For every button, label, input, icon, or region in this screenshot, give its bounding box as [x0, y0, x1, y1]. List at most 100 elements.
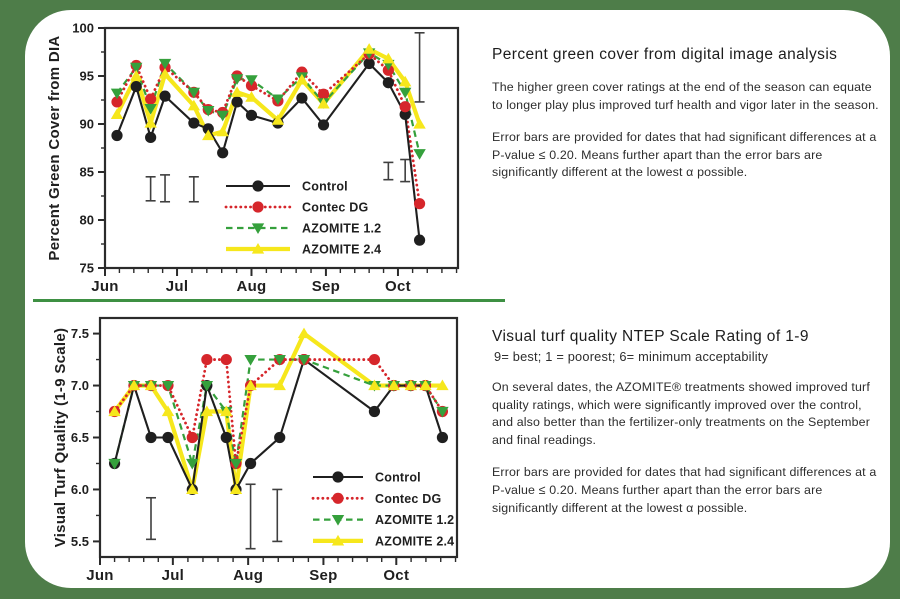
- marker-control: [202, 123, 214, 135]
- x-month-label: Jun: [86, 567, 114, 584]
- marker-contec-dg: [220, 353, 232, 366]
- series-line-contec-dg: [113, 358, 444, 464]
- marker-azomite-2.4: [187, 99, 201, 111]
- marker-control: [399, 108, 411, 120]
- legend-label-contec-dg: Contec DG: [375, 492, 441, 506]
- marker-contec-dg: [317, 88, 330, 100]
- marker-azomite-1.2: [158, 58, 172, 70]
- legend-marker-contec-dg: [252, 201, 264, 213]
- marker-azomite-2.4: [127, 379, 141, 391]
- marker-azomite-2.4: [220, 405, 233, 417]
- marker-contec-dg: [413, 198, 426, 210]
- marker-azomite-2.4: [436, 379, 449, 391]
- marker-azomite-2.4: [230, 86, 244, 97]
- y-tick-label: 7.0: [71, 378, 89, 393]
- error-bar: [146, 496, 156, 541]
- legend-label-azomite-2.4: AZOMITE 2.4: [375, 534, 454, 548]
- top-paragraph-2: Error bars are provided for dates that h…: [492, 130, 877, 180]
- y-tick-label: 100: [72, 21, 94, 36]
- marker-control: [145, 431, 157, 444]
- marker-control: [413, 234, 426, 246]
- legend-label-azomite-1.2: AZOMITE 1.2: [375, 513, 454, 527]
- marker-control: [244, 457, 257, 470]
- marker-azomite-1.2: [187, 87, 201, 99]
- marker-azomite-2.4: [110, 108, 124, 119]
- marker-control: [317, 119, 330, 131]
- marker-azomite-2.4: [295, 73, 309, 85]
- marker-azomite-1.2: [202, 105, 215, 117]
- marker-azomite-2.4: [368, 379, 381, 391]
- legend-marker-azomite-1.2: [331, 515, 345, 526]
- marker-azomite-2.4: [398, 75, 412, 87]
- y-tick-label: 75: [80, 261, 94, 276]
- marker-contec-dg: [111, 96, 123, 108]
- error-bar: [400, 158, 411, 183]
- top-paragraph-1: The higher green cover ratings at the en…: [492, 80, 879, 112]
- marker-azomite-2.4: [362, 43, 376, 54]
- marker-azomite-1.2: [186, 458, 199, 470]
- marker-azomite-2.4: [130, 70, 143, 81]
- y-tick-label: 6.0: [71, 482, 89, 497]
- marker-contec-dg: [399, 101, 411, 113]
- content-card: 75 80 85 90 95 100 Jun Jul Aug Sep Oct Percent Gree…: [25, 10, 890, 588]
- y-tick-label: 5.5: [71, 534, 89, 549]
- marker-control: [162, 431, 174, 444]
- section-divider: [33, 299, 505, 302]
- marker-azomite-1.2: [398, 87, 412, 99]
- legend-label-control: Control: [302, 180, 348, 194]
- marker-azomite-2.4: [245, 91, 258, 102]
- x-month-label: Jul: [162, 567, 185, 584]
- error-bar: [245, 483, 256, 550]
- marker-control: [436, 431, 449, 444]
- marker-control: [245, 109, 258, 121]
- y-axis-title: Percent Green Cover from DIA: [46, 35, 63, 260]
- marker-azomite-2.4: [108, 405, 121, 417]
- marker-azomite-2.4: [382, 52, 395, 64]
- x-month-label: Aug: [236, 278, 266, 295]
- percent-green-cover-chart: 75 80 85 90 95 100 Jun Jul Aug Sep Oct Percent Gree…: [46, 21, 460, 295]
- x-month-label: Sep: [309, 567, 337, 584]
- marker-azomite-2.4: [186, 483, 199, 495]
- marker-azomite-1.2: [273, 354, 286, 366]
- error-bar: [272, 488, 283, 543]
- marker-azomite-2.4: [244, 379, 257, 391]
- marker-contec-dg: [186, 431, 198, 444]
- y-tick-label: 85: [80, 165, 94, 180]
- marker-control: [217, 147, 229, 159]
- legend-label-azomite-1.2: AZOMITE 1.2: [302, 222, 381, 236]
- marker-azomite-2.4: [297, 327, 311, 339]
- x-month-label: Sep: [312, 278, 340, 295]
- plot-border: [98, 316, 459, 559]
- legend-label-azomite-2.4: AZOMITE 2.4: [302, 243, 381, 257]
- legend-marker-contec-dg: [332, 492, 344, 504]
- bottom-paragraph-2: Error bars are provided for dates that h…: [492, 465, 877, 515]
- visual-turf-quality-chart: 5.5 6.0 6.5 7.0 7.5 Jun Jul Aug Sep Oct Visual Tur…: [52, 316, 459, 584]
- y-tick-label: 95: [80, 69, 94, 84]
- marker-azomite-1.2: [297, 354, 311, 366]
- y-axis-title: Visual Turf Quality (1-9 Scale): [52, 328, 69, 548]
- marker-azomite-1.2: [436, 406, 449, 418]
- marker-azomite-1.2: [200, 380, 214, 392]
- marker-azomite-2.4: [419, 379, 432, 391]
- legend-label-control: Control: [375, 471, 421, 485]
- marker-azomite-1.2: [108, 458, 121, 470]
- x-month-label: Jul: [166, 278, 189, 295]
- marker-control: [274, 431, 286, 444]
- marker-azomite-1.2: [130, 62, 143, 74]
- series-line-azomite-1.2: [113, 358, 444, 464]
- top-text-block: Percent green cover from digital image a…: [492, 46, 880, 182]
- legend-marker-azomite-1.2: [251, 223, 265, 234]
- marker-azomite-2.4: [161, 405, 175, 417]
- marker-contec-dg: [145, 93, 157, 105]
- marker-azomite-1.2: [229, 458, 243, 470]
- marker-azomite-2.4: [413, 118, 426, 129]
- marker-control: [382, 77, 394, 89]
- marker-azomite-2.4: [144, 379, 158, 391]
- marker-azomite-2.4: [273, 379, 286, 391]
- series-line-control: [116, 61, 421, 241]
- y-tick-label: 7.5: [71, 326, 89, 341]
- plot-border: [103, 26, 460, 270]
- error-bar: [145, 176, 156, 202]
- marker-control: [130, 80, 142, 93]
- marker-azomite-1.2: [144, 104, 157, 115]
